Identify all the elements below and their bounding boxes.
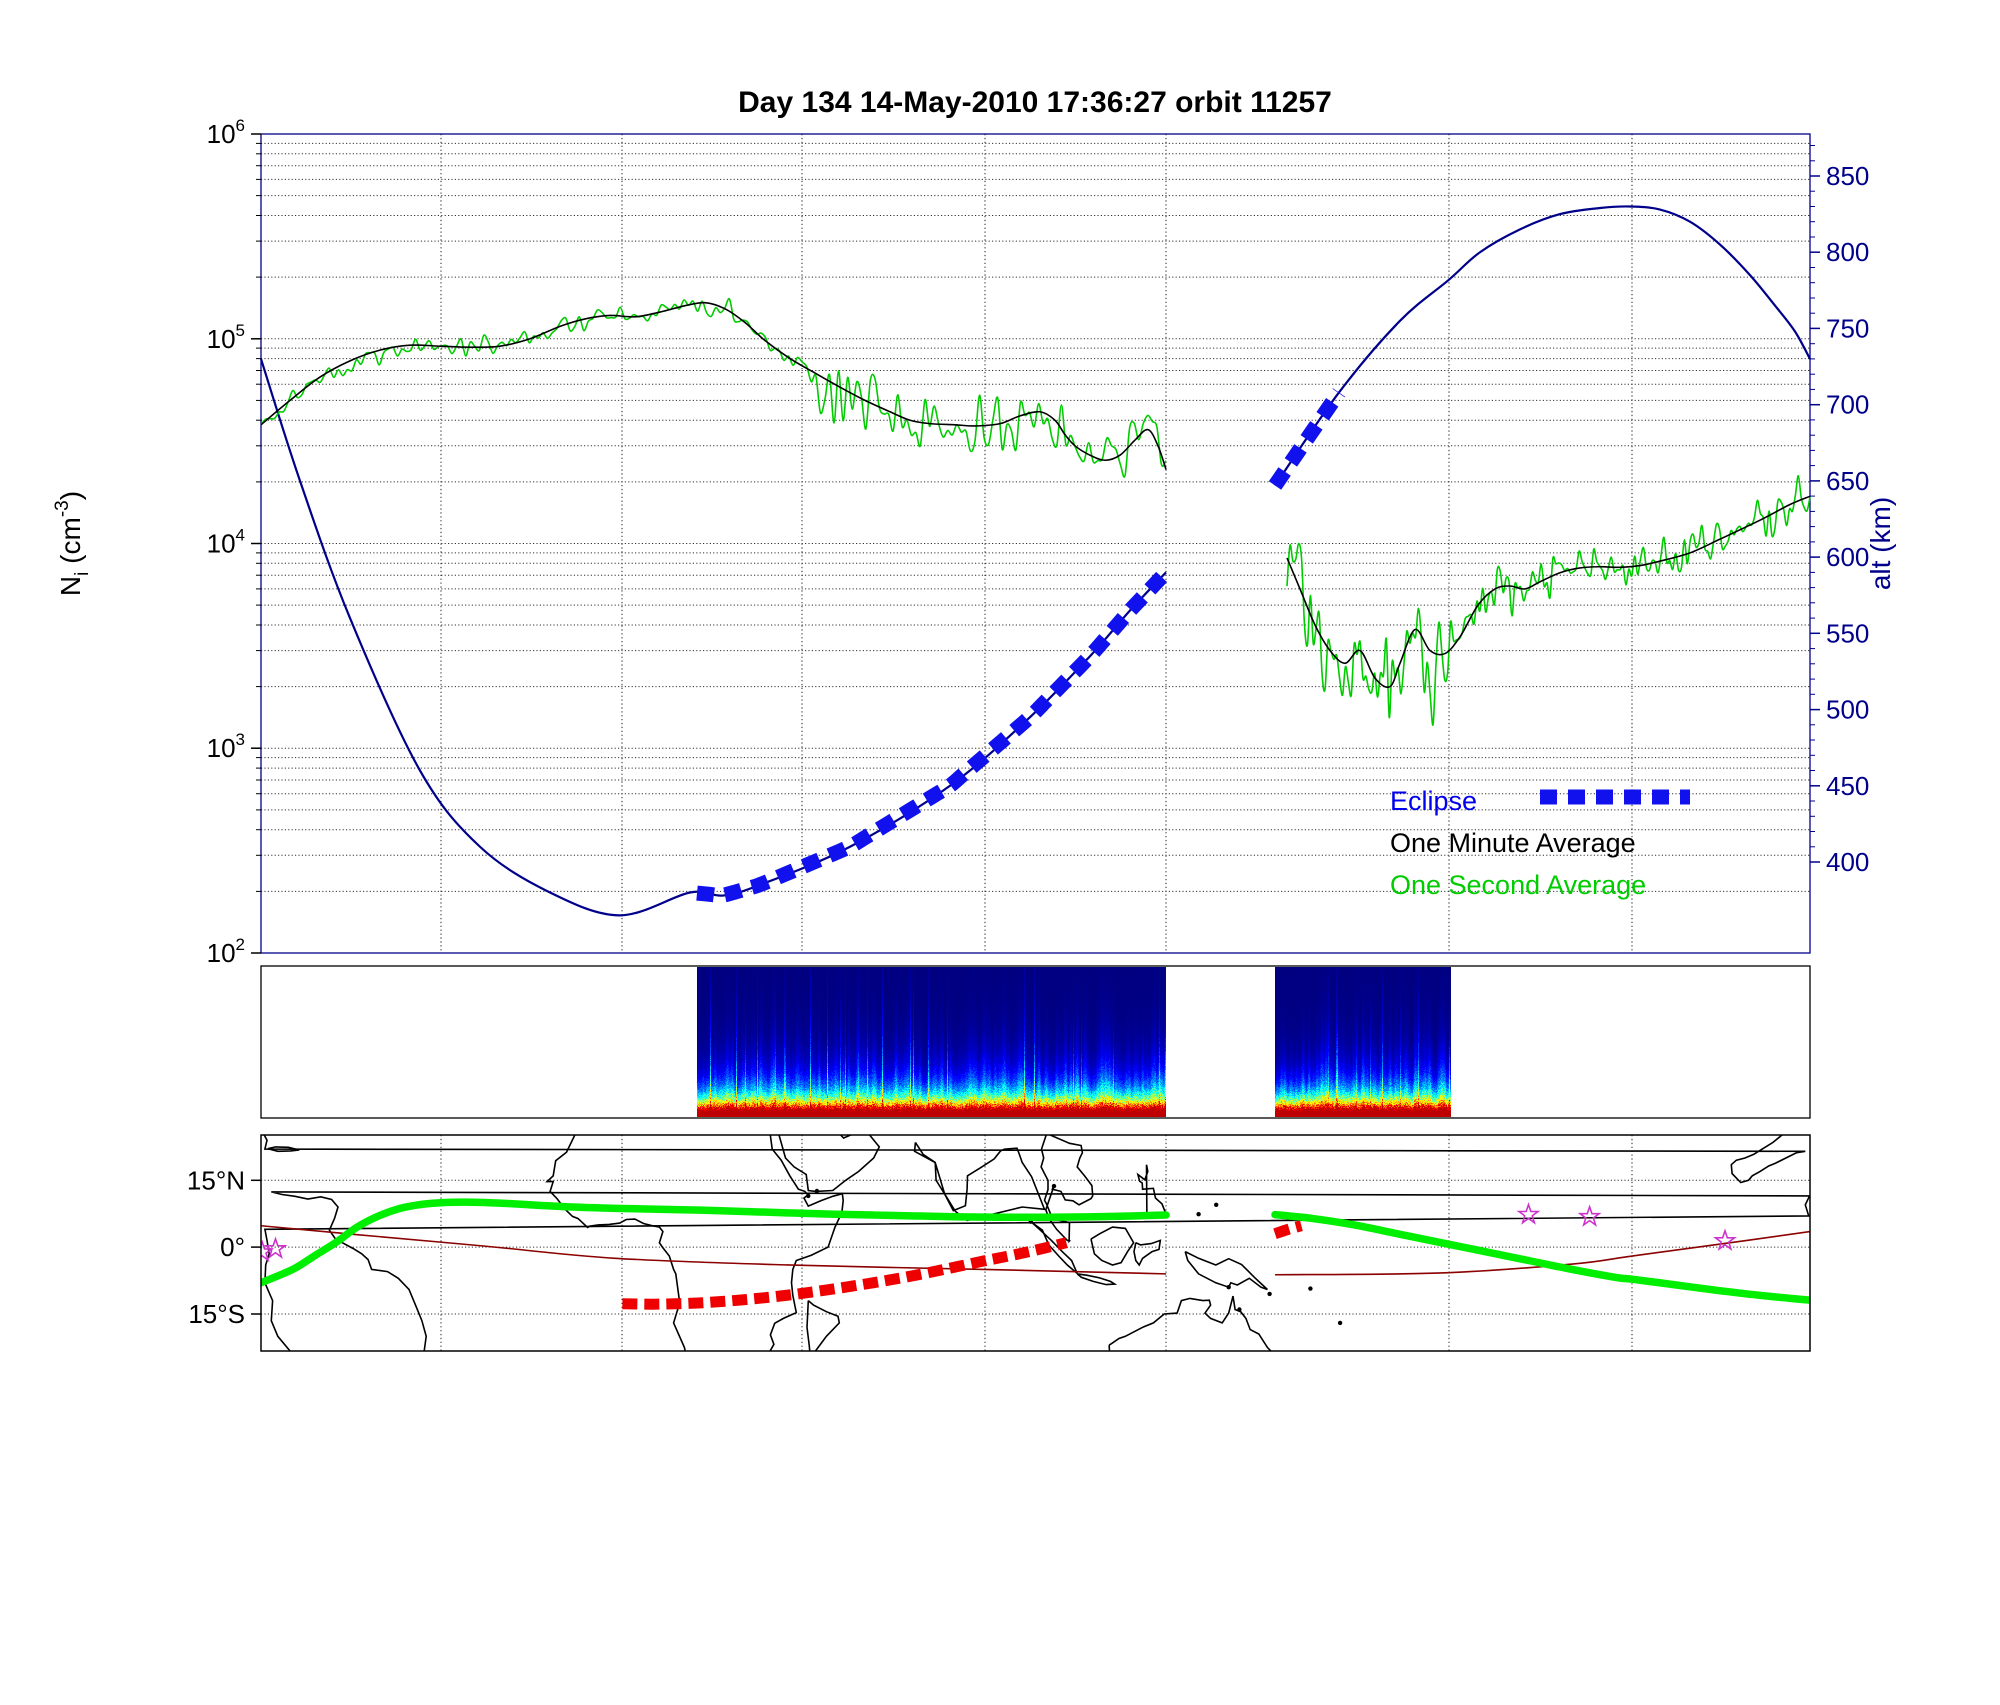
svg-text:15°N: 15°N [187, 1165, 245, 1195]
svg-text:0°: 0° [220, 1232, 245, 1262]
svg-text:15°S: 15°S [188, 1299, 245, 1329]
